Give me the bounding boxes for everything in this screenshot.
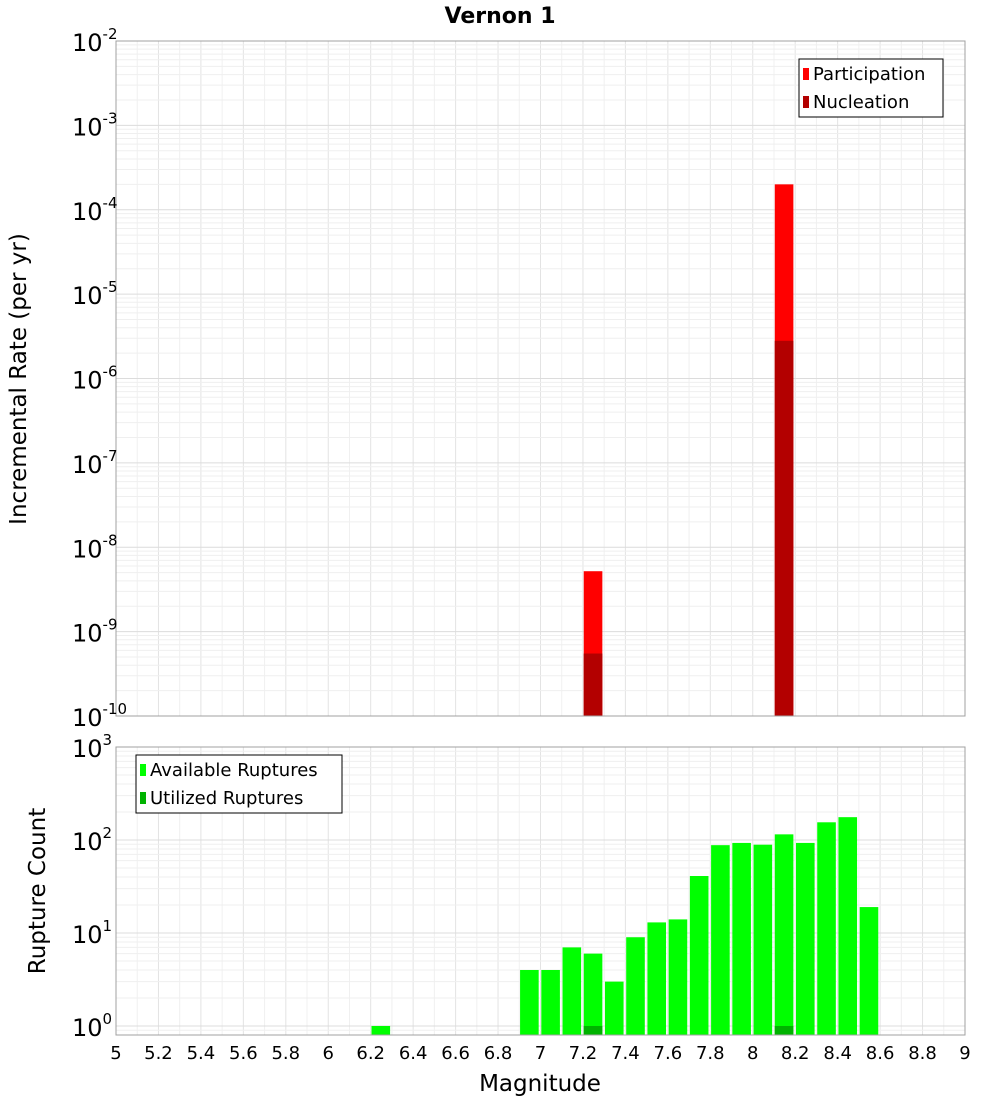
top-y-tick-label: 10-5 <box>72 278 118 310</box>
top-y-axis-label: Incremental Rate (per yr) <box>6 233 32 525</box>
legend-label: Participation <box>813 64 925 85</box>
x-tick-label: 6.4 <box>399 1043 428 1064</box>
bottom-bar-available-ruptures <box>647 922 667 1035</box>
x-tick-label: 7 <box>535 1043 546 1064</box>
bottom-bar-available-ruptures <box>541 969 560 1035</box>
x-tick-label: 6.6 <box>441 1043 470 1064</box>
top-plot-border <box>115 40 966 717</box>
x-tick-label: 8 <box>747 1043 758 1064</box>
top-y-tick-label: 10-2 <box>72 25 118 57</box>
top-y-tick-label: 10-10 <box>72 700 127 732</box>
bottom-bar-available-ruptures <box>817 822 836 1035</box>
x-tick-label: 5.2 <box>144 1043 173 1064</box>
top-plot-area: 10-10 10-9 10-8 10-7 10-6 10-5 10-4 10-3 10-2 Par… <box>72 25 966 732</box>
x-tick-label: 5 <box>110 1043 121 1064</box>
legend-swatch <box>803 68 809 80</box>
bottom-y-axis-label: Rupture Count <box>25 808 51 974</box>
legend-label: Available Ruptures <box>150 760 318 781</box>
bottom-plot-border <box>115 746 966 1036</box>
bottom-bar-available-ruptures <box>562 947 582 1035</box>
legend-label: Nucleation <box>813 92 909 113</box>
bottom-bar-utilized-ruptures <box>583 1025 603 1035</box>
bottom-bar-available-ruptures <box>626 937 645 1035</box>
x-tick-label: 8.2 <box>781 1043 810 1064</box>
bottom-bar-available-ruptures <box>859 907 879 1035</box>
x-tick-label: 7.6 <box>654 1043 683 1064</box>
bottom-bar-available-ruptures <box>838 817 858 1035</box>
x-tick-label: 8.6 <box>866 1043 895 1064</box>
bottom-legend <box>135 754 343 814</box>
x-tick-label: 5.6 <box>229 1043 258 1064</box>
x-tick-label: 9 <box>959 1043 970 1064</box>
bottom-bar-available-ruptures <box>753 844 773 1035</box>
top-y-tick-label: 10-3 <box>72 109 118 141</box>
x-tick-label: 6.8 <box>484 1043 513 1064</box>
top-legend <box>798 58 944 118</box>
bottom-bar-utilized-ruptures <box>774 1025 794 1035</box>
x-tick-label: 6.2 <box>356 1043 385 1064</box>
bottom-bar-available-ruptures <box>796 842 815 1035</box>
x-tick-label: 6 <box>323 1043 334 1064</box>
bottom-y-tick-label: 100 <box>72 1010 112 1042</box>
x-tick-label: 8.8 <box>908 1043 937 1064</box>
x-tick-label: 8.4 <box>823 1043 852 1064</box>
legend-swatch <box>140 792 146 804</box>
bottom-bar-available-ruptures <box>371 1025 391 1035</box>
bottom-bar-available-ruptures <box>583 953 603 1035</box>
bottom-bar-available-ruptures <box>732 842 751 1035</box>
bottom-bar-available-ruptures <box>774 834 794 1035</box>
x-tick-label: 5.4 <box>187 1043 216 1064</box>
legend-swatch <box>803 96 809 108</box>
bottom-plot-area: 100 101 102 103 Available Ruptures Utilized R… <box>72 731 971 1064</box>
chart-title: Vernon 1 <box>445 4 556 29</box>
top-y-tick-label: 10-7 <box>72 447 118 479</box>
x-tick-label: 7.2 <box>569 1043 598 1064</box>
top-y-tick-label: 10-6 <box>72 363 118 395</box>
bottom-bar-available-ruptures <box>604 981 624 1035</box>
legend-swatch <box>140 764 146 776</box>
x-tick-label: 5.8 <box>271 1043 300 1064</box>
legend-label: Utilized Ruptures <box>150 788 303 809</box>
top-y-tick-label: 10-9 <box>72 616 118 648</box>
x-axis-label: Magnitude <box>479 1071 601 1097</box>
top-y-tick-label: 10-8 <box>72 531 118 563</box>
top-bar-nucleation <box>774 340 794 716</box>
bottom-bar-available-ruptures <box>689 876 709 1035</box>
bottom-bar-available-ruptures <box>711 845 730 1035</box>
bottom-bar-available-ruptures <box>668 919 688 1035</box>
top-y-tick-label: 10-4 <box>72 194 118 226</box>
bottom-y-tick-label: 102 <box>72 824 112 856</box>
bottom-bar-available-ruptures <box>520 969 539 1035</box>
bottom-y-tick-label: 101 <box>72 917 112 949</box>
x-tick-label: 7.4 <box>611 1043 640 1064</box>
bottom-y-tick-label: 103 <box>72 731 112 763</box>
top-bar-nucleation <box>583 653 603 716</box>
x-tick-label: 7.8 <box>696 1043 725 1064</box>
